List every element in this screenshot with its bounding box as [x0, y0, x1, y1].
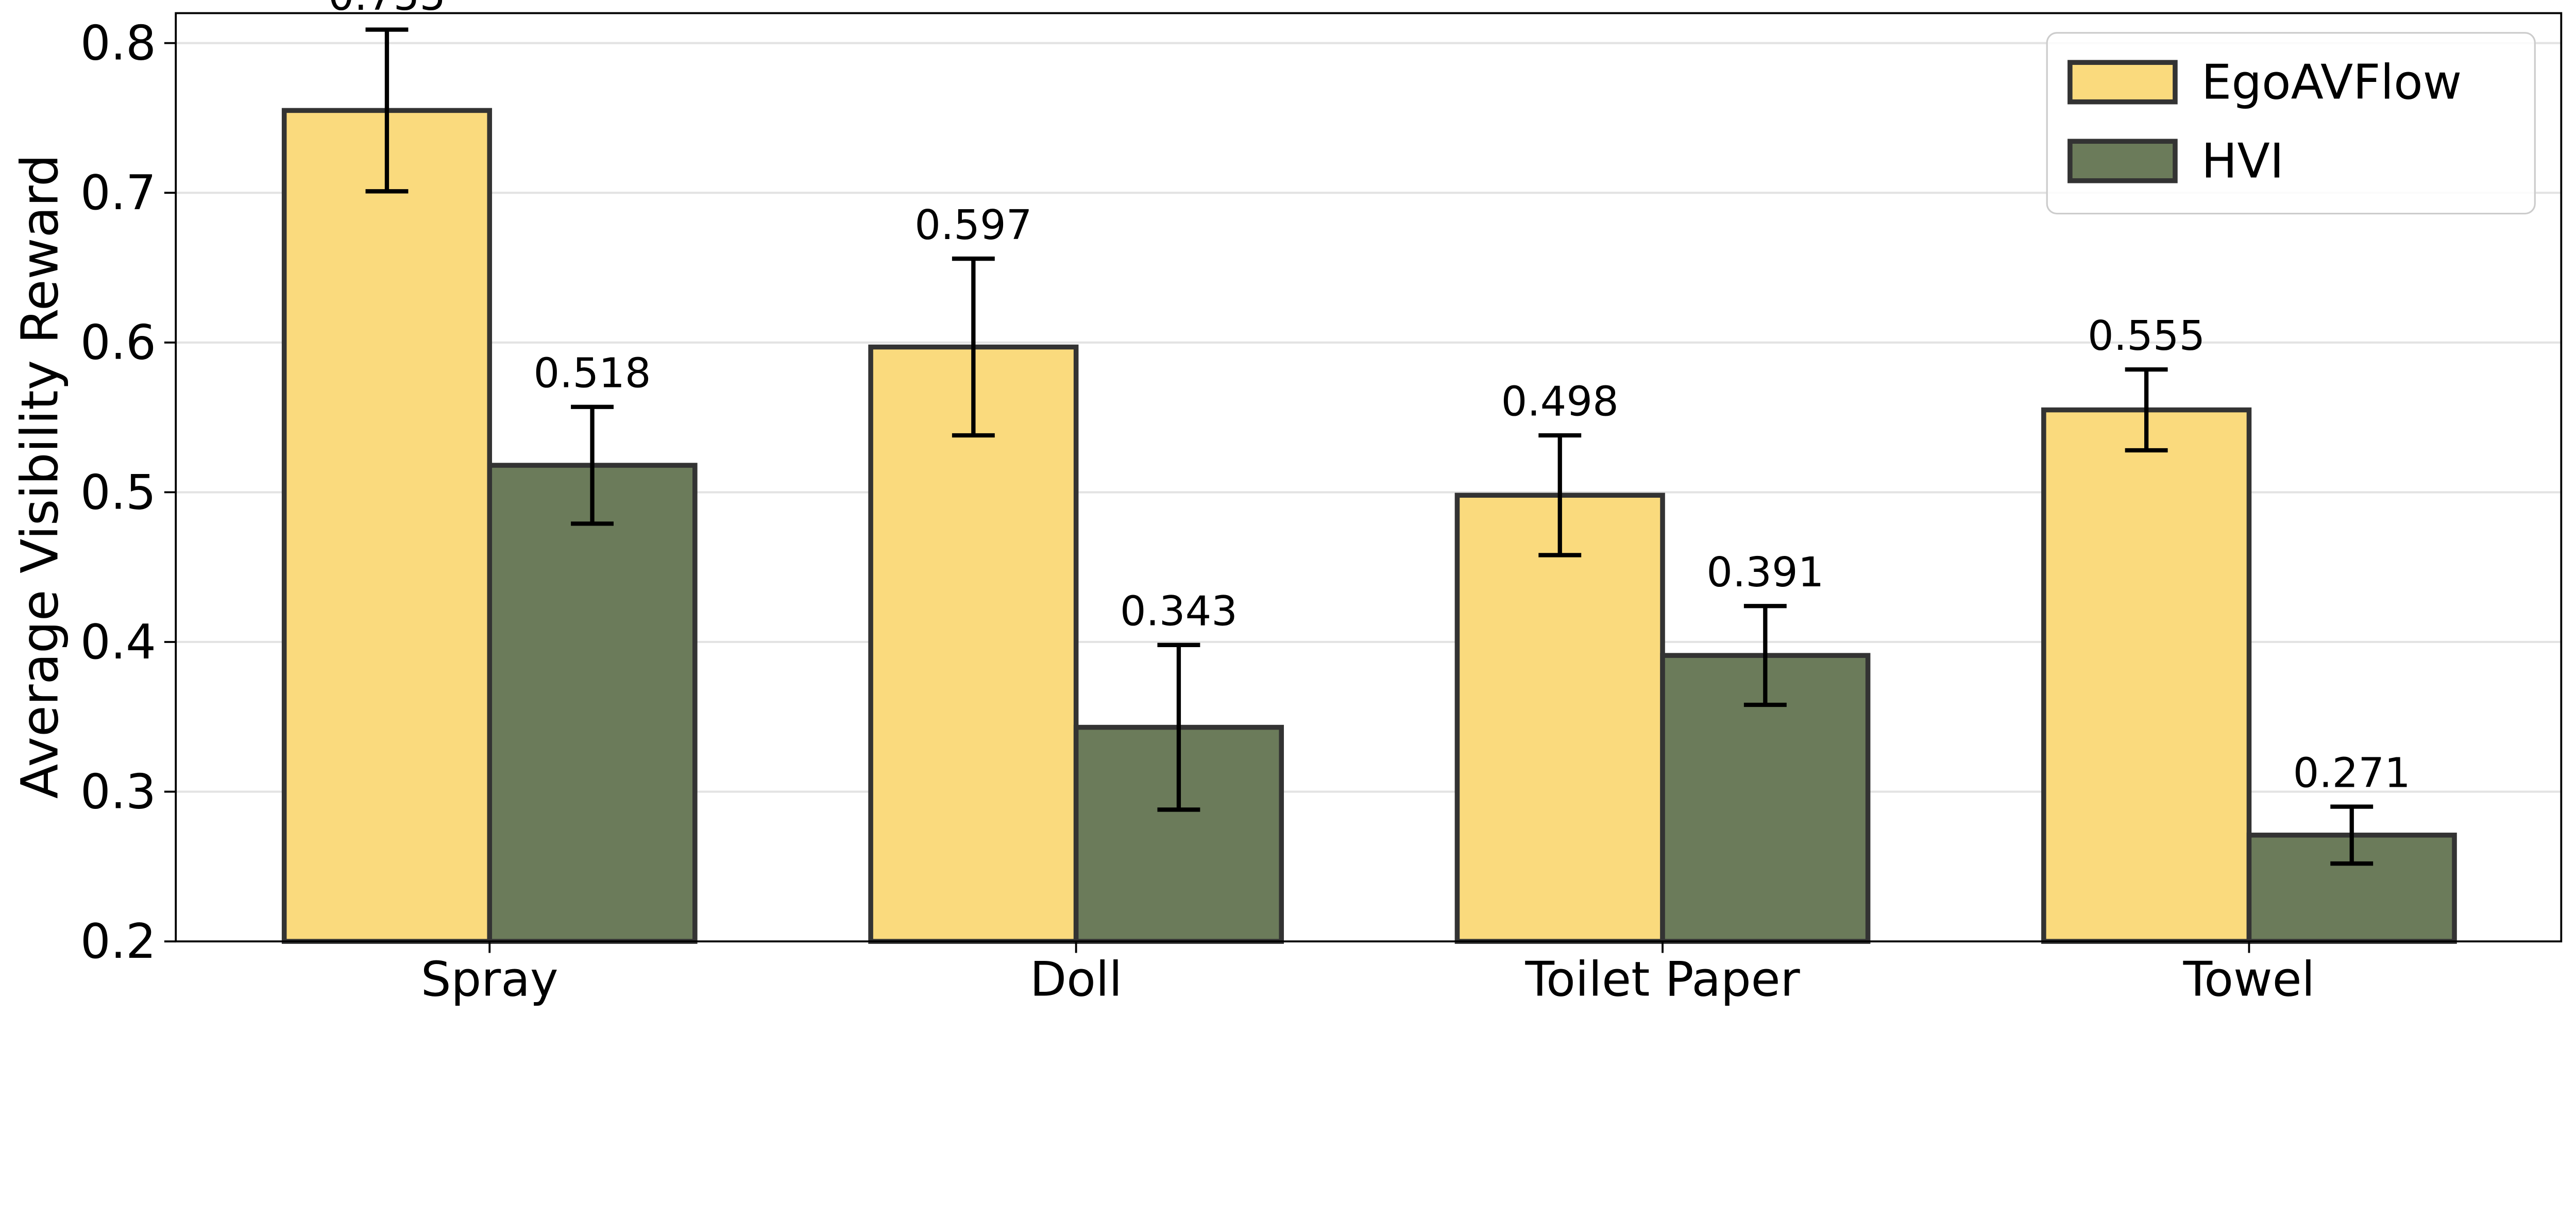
y-tick-label: 0.4 — [80, 614, 156, 670]
data-label: 0.755 — [328, 0, 446, 20]
y-tick-label: 0.3 — [80, 764, 156, 819]
legend-label-hvi: HVI — [2201, 133, 2284, 189]
data-label: 0.597 — [914, 201, 1032, 249]
y-tick-label: 0.2 — [80, 914, 156, 969]
y-axis-label: Average Visibility Reward — [11, 154, 70, 799]
bars — [281, 108, 2457, 944]
data-labels: 0.755 0.597 0.498 0.555 0.518 0.343 0.391 0.271 — [328, 0, 2411, 797]
plot-frame — [175, 12, 2563, 943]
data-label: 0.555 — [2088, 312, 2205, 360]
y-tick-label: 0.7 — [80, 165, 156, 221]
y-axis-ticks: 0.2 0.3 0.4 0.5 0.6 0.7 0.8 — [80, 15, 176, 969]
data-label: 0.343 — [1120, 587, 1238, 635]
bar-egoavflow-towel — [2041, 407, 2252, 944]
y-tick-label: 0.8 — [80, 15, 156, 71]
bar-egoavflow-spray — [281, 108, 493, 944]
data-label: 0.498 — [1501, 378, 1619, 426]
x-tick-label: Spray — [421, 951, 558, 1007]
x-tick-label: Toilet Paper — [1524, 951, 1800, 1007]
data-label: 0.271 — [2293, 749, 2411, 797]
bar-egoavflow-toilet-paper — [1454, 493, 1665, 944]
bar-chart: 0.755 0.597 0.498 0.555 0.518 0.343 0.391 0.271… — [11, 0, 2563, 1007]
legend-label-egoavflow: EgoAVFlow — [2201, 54, 2462, 110]
data-label: 0.518 — [533, 349, 651, 397]
y-tick-label: 0.5 — [80, 464, 156, 520]
y-tick-label: 0.6 — [80, 315, 156, 370]
x-tick-label: Doll — [1030, 951, 1122, 1007]
legend-swatch-hvi — [2067, 139, 2178, 183]
legend: EgoAVFlow HVI — [2046, 32, 2536, 215]
bar-hvi-spray — [487, 463, 698, 944]
x-axis-ticks: Spray Doll Toilet Paper Towel — [421, 941, 2315, 1007]
data-label: 0.391 — [1706, 548, 1824, 596]
x-tick-label: Towel — [2183, 951, 2315, 1007]
error-bars — [365, 27, 2374, 866]
legend-swatch-egoavflow — [2067, 60, 2178, 105]
